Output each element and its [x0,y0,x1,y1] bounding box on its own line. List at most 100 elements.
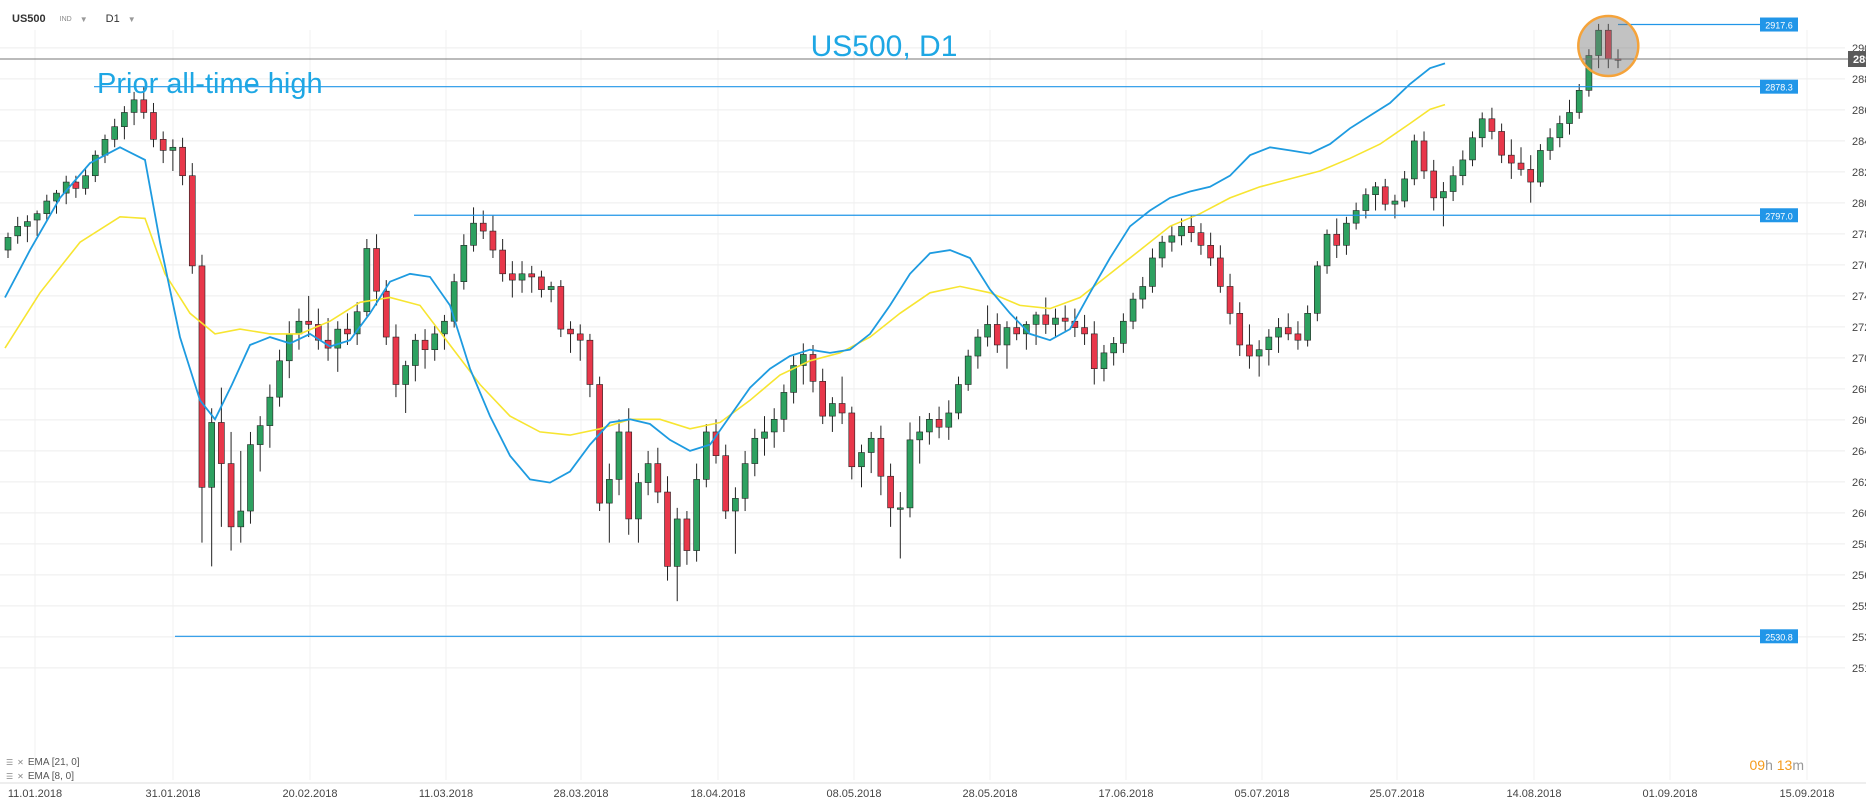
candle-down [499,238,506,282]
timeframe-chevron-down-icon[interactable]: ▼ [127,14,136,24]
candle-body [344,328,351,335]
candle-body [421,339,429,351]
candle-up [1352,202,1360,230]
candle-up [1585,49,1593,97]
candle-up [964,349,972,391]
y-tick-label: 2530.4 [1852,632,1866,644]
candle-body [1168,235,1176,243]
candle-down [188,163,196,274]
candle-down [1061,305,1069,331]
candle-body [1595,29,1602,56]
candle-body [1236,313,1244,346]
symbol-selector[interactable]: US500 [12,13,46,25]
candle-up [1401,170,1408,208]
settings-icon[interactable]: ☰ [6,758,14,767]
candle-body [673,518,681,567]
candle-body [1246,344,1253,357]
candle-body [1411,140,1418,180]
candle-body [159,139,167,151]
all-time-high-highlight [1577,14,1640,78]
candle-body [188,175,196,267]
level-2530.8[interactable]: 2530.8 [175,629,1798,644]
candle-body [179,146,186,177]
timeframe-selector[interactable]: D1 [105,13,120,25]
candle-body [72,181,80,189]
x-tick-label: 31.01.2018 [145,788,200,800]
candle-up [1120,313,1127,353]
candle-body [945,412,953,428]
candle-body [1120,320,1127,344]
current-price-box [1848,51,1866,67]
x-tick-label: 28.03.2018 [553,788,608,800]
candle-up [644,450,652,496]
candle-body [984,324,991,338]
candle-up [1469,131,1476,167]
candle-body [955,384,962,414]
candle-body [567,328,574,335]
candle-up [14,216,22,244]
candle-up [1546,128,1554,160]
countdown-hours: 09 [1749,757,1766,773]
candle-up [276,349,283,407]
candle-body [644,463,652,483]
candle-body [790,365,797,393]
candle-body [1430,170,1438,199]
y-tick-label: 2746.0 [1852,291,1866,303]
candle-down [227,431,235,551]
candle-up [615,419,623,496]
indicator-legend-ema8[interactable]: ☰ ✕ EMA [8, 0] [6,771,74,782]
candle-up [974,329,982,369]
symbol-chevron-down-icon[interactable]: ▼ [79,14,88,24]
candle-body [1081,327,1088,335]
candle-body [693,479,700,551]
candle-body [1284,327,1292,335]
x-tick-label: 08.05.2018 [826,788,881,800]
candle-body [683,518,691,551]
level-2797.0[interactable]: 2797.0 [414,208,1798,223]
close-icon[interactable]: ✕ [17,758,24,767]
candle-down [625,408,633,535]
y-tick-label: 2569.6 [1852,570,1866,582]
candle-body [722,455,730,512]
candle-up [412,333,419,382]
candle-down [315,308,322,350]
candle-body [1226,286,1234,314]
settings-icon[interactable]: ☰ [6,772,14,781]
candle-body [1187,226,1195,233]
candle-body [848,412,856,468]
candle-up [1139,276,1147,309]
level-2917.6[interactable]: 2917.6 [1618,17,1798,32]
candle-up [770,408,778,448]
candle-body [1585,55,1593,91]
candle-body [1381,186,1389,205]
candle-body [1323,233,1331,267]
y-tick-label: 2785.2 [1852,229,1866,241]
candle-down [1187,215,1195,243]
candle-body [625,431,633,520]
horizontal-levels[interactable]: 2917.6 2878.3 2797.0 2530.8 [94,17,1798,644]
candle-up [635,473,642,543]
y-tick-label: 2589.2 [1852,539,1866,551]
candle-down [1333,218,1341,258]
candle-body [460,245,468,282]
candle-up [1032,311,1040,345]
candle-down [198,254,206,543]
candle-down [1197,223,1205,255]
candle-body [712,431,720,456]
indicator-legend-ema21[interactable]: ☰ ✕ EMA [21, 0] [6,757,80,768]
candle-body [1420,140,1428,172]
candle-body [935,418,943,428]
candle-body [829,403,836,417]
candle-up [247,431,254,524]
candle-up [1110,337,1117,366]
candle-up [1265,329,1273,366]
close-icon[interactable]: ✕ [17,772,24,781]
y-tick-label: 2706.8 [1852,353,1866,365]
candle-body [518,273,526,281]
y-tick-label: 2687.2 [1852,384,1866,396]
candle-up [1275,318,1282,353]
level-2878.3[interactable]: 2878.3 [94,79,1798,94]
candle-down [557,280,565,338]
candle-body [819,381,827,417]
